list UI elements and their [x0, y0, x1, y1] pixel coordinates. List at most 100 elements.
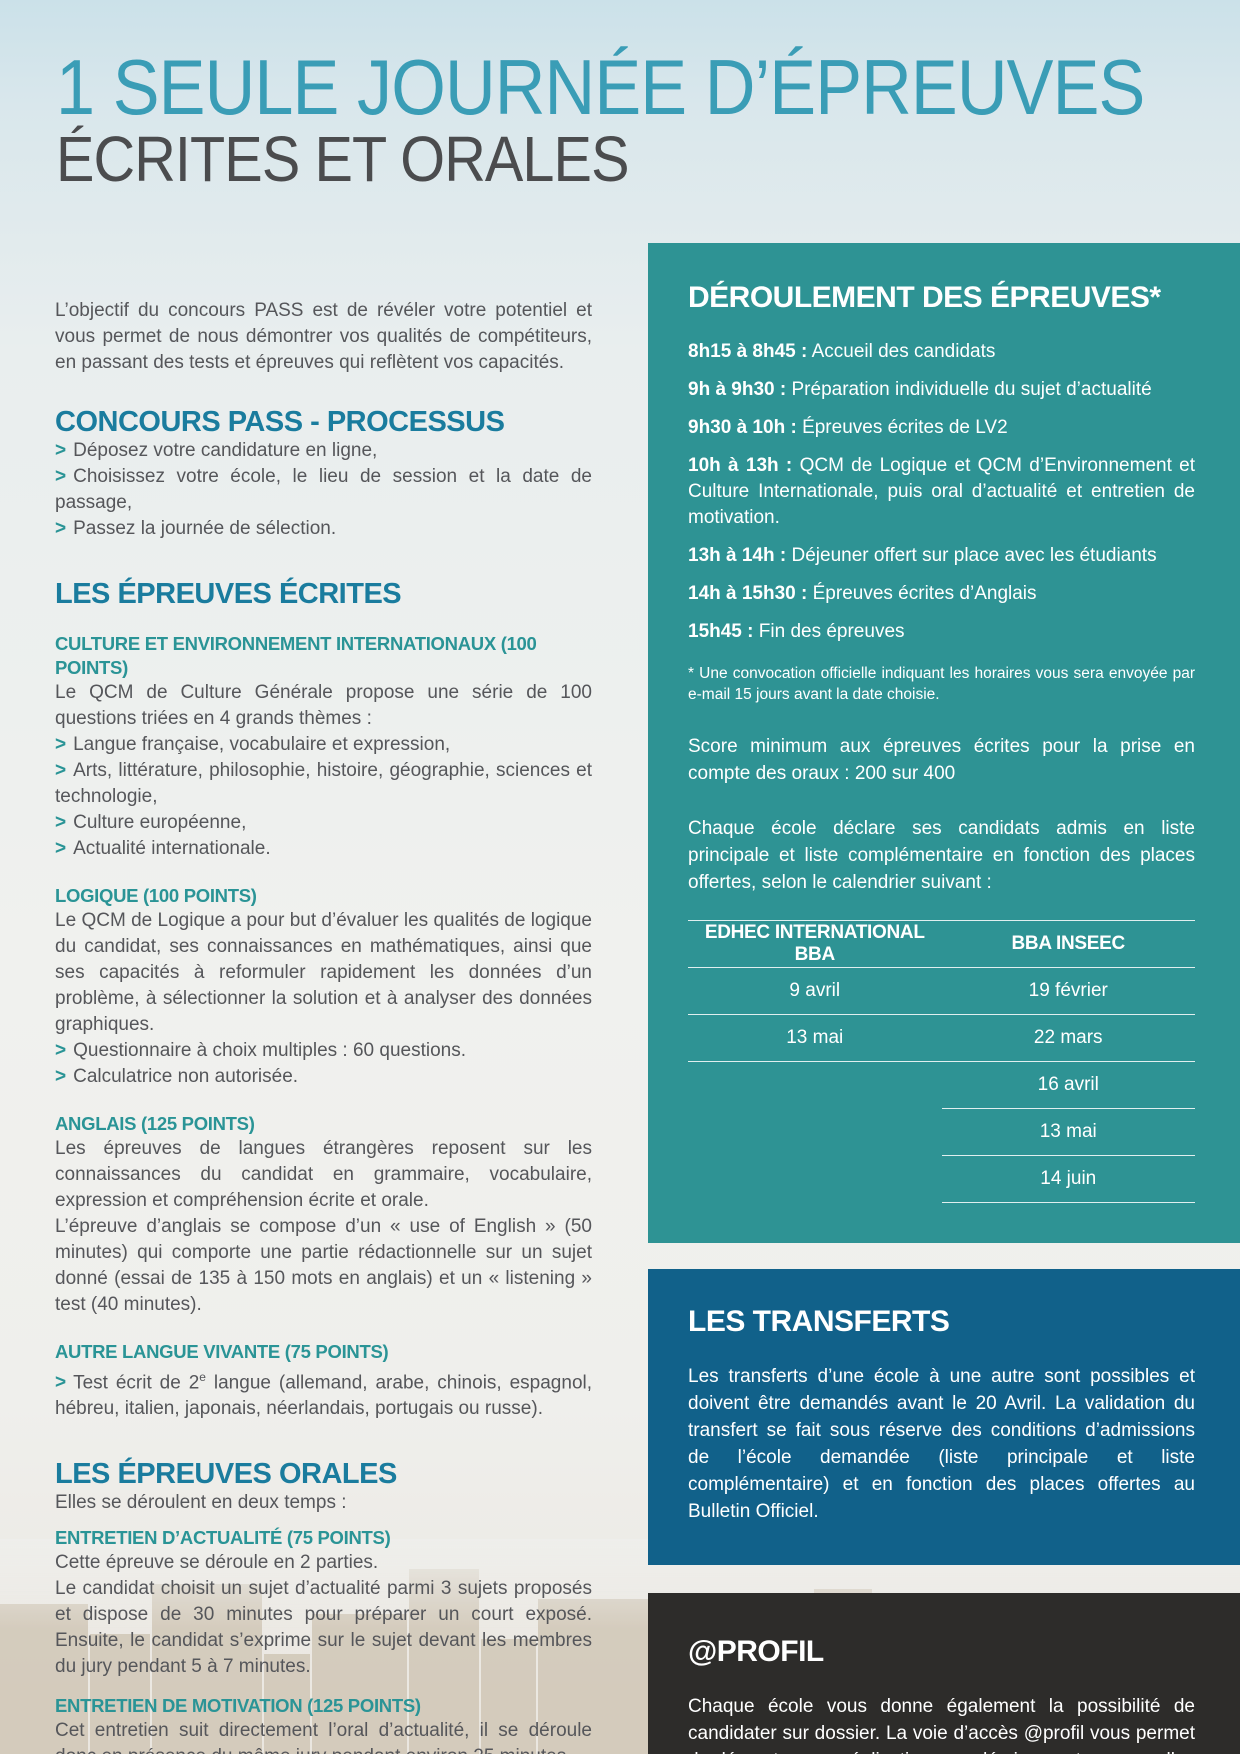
calendar-row: 14 juin [688, 1155, 1195, 1203]
schedule-time: 13h à 14h : [688, 545, 787, 566]
schedule-time: 10h à 13h : [688, 455, 793, 476]
schedule-text: Épreuves écrites de LV2 [802, 417, 1008, 438]
page-title-line1: 1 SEULE JOURNÉE D’ÉPREUVES [56, 43, 1145, 131]
subheading-logique: LOGIQUE (100 POINTS) [55, 885, 257, 906]
calendar-cell [688, 1062, 942, 1109]
bullet-marker: > [55, 838, 67, 859]
motivation-body: Cet entretien suit directement l’oral d’… [55, 1720, 592, 1754]
section-title-orales: LES ÉPREUVES ORALES [55, 1458, 397, 1491]
schedule-text: Fin des épreuves [758, 621, 905, 642]
calendar-row: 13 mai 22 mars [688, 1014, 1195, 1062]
actualite-body1: Cette épreuve se déroule en 2 parties. [55, 1552, 379, 1574]
anglais-body2: L’épreuve d’anglais se compose d’un « us… [55, 1216, 592, 1315]
transferts-title: LES TRANSFERTS [688, 1305, 950, 1338]
transferts-body: Les transferts d’une école à une autre s… [688, 1366, 1195, 1522]
calendar-cell: 16 avril [941, 1061, 1195, 1109]
calendar-cell: 22 mars [941, 1014, 1195, 1062]
subheading-lv2: AUTRE LANGUE VIVANTE (75 POINTS) [55, 1341, 389, 1362]
lv2-item-text: Test écrit de 2 [73, 1372, 200, 1394]
schedule-item: 8h15 à 8h45 : Accueil des candidats [688, 339, 1195, 365]
calendar-row: 16 avril [688, 1061, 1195, 1109]
bullet-marker: > [55, 440, 67, 461]
schedule-item: 9h à 9h30 : Préparation individuelle du … [688, 377, 1195, 403]
culture-item-text: Langue française, vocabulaire et express… [73, 734, 451, 755]
subheading-anglais: ANGLAIS (125 POINTS) [55, 1113, 255, 1134]
logique-item: > Calculatrice non autorisée. [55, 1064, 592, 1090]
logique-item-text: Questionnaire à choix multiples : 60 que… [73, 1040, 466, 1061]
calendar-row: 9 avril 19 février [688, 967, 1195, 1015]
process-item: > Choisissez votre école, le lieu de sess… [55, 464, 592, 516]
bullet-marker: > [55, 734, 67, 755]
schedule-time: 15h45 : [688, 621, 754, 642]
logique-item: > Questionnaire à choix multiples : 60 qu… [55, 1038, 592, 1064]
process-item: > Passez la journée de sélection. [55, 516, 592, 542]
building-shape [481, 1639, 536, 1754]
logique-item-text: Calculatrice non autorisée. [73, 1066, 299, 1087]
calendar-col-inseec: BBA INSEEC [941, 920, 1195, 968]
right-column: DÉROULEMENT DES ÉPREUVES* 8h15 à 8h45 : … [648, 243, 1240, 1754]
anglais-body1: Les épreuves de langues étrangères repos… [55, 1138, 592, 1211]
transferts-box: LES TRANSFERTS Les transferts d’une écol… [648, 1269, 1240, 1565]
calendar-cell: 13 mai [688, 1014, 942, 1062]
intro-paragraph: L’objectif du concours PASS est de révél… [55, 300, 592, 373]
building-shape [90, 1634, 150, 1754]
culture-item: > Langue française, vocabulaire et expres… [55, 732, 592, 758]
culture-item: > Arts, littérature, philosophie, histoir… [55, 758, 592, 810]
admission-calendar-table: EDHEC INTERNATIONAL BBA BBA INSEEC 9 avr… [688, 920, 1195, 1203]
calendar-cell: 13 mai [941, 1108, 1195, 1156]
schedule-item: 9h30 à 10h : Épreuves écrites de LV2 [688, 415, 1195, 441]
process-item: > Déposez votre candidature en ligne, [55, 438, 592, 464]
section-title-ecrites: LES ÉPREUVES ÉCRITES [55, 578, 402, 610]
bullet-marker: > [55, 1066, 67, 1087]
subheading-culture: CULTURE ET ENVIRONNEMENT INTERNATIONAUX … [55, 633, 537, 678]
bullet-marker: > [55, 1040, 67, 1061]
building-shape [312, 1614, 407, 1754]
lv2-item-text-2: langue (allemand, arabe, chinois, espagn… [55, 1372, 593, 1420]
subheading-motivation: ENTRETIEN DE MOTIVATION (125 POINTS) [55, 1695, 421, 1717]
culture-item: > Culture européenne, [55, 810, 592, 836]
schedule-text: Préparation individuelle du sujet d’actu… [791, 379, 1152, 400]
calendar-header-row: EDHEC INTERNATIONAL BBA BBA INSEEC [688, 920, 1195, 968]
schedule-text: Accueil des candidats [811, 341, 996, 362]
calendar-cell [688, 1156, 942, 1203]
schedule-time: 9h30 à 10h : [688, 417, 797, 438]
calendar-cell: 19 février [941, 967, 1195, 1015]
calendar-row: 13 mai [688, 1108, 1195, 1156]
lv2-item-superscript: e [199, 1370, 206, 1384]
bullet-marker: > [55, 760, 67, 781]
deroulement-box: DÉROULEMENT DES ÉPREUVES* 8h15 à 8h45 : … [648, 243, 1240, 1243]
calendar-intro: Chaque école déclare ses candidats admis… [688, 818, 1195, 893]
page-title-line2: ÉCRITES ET ORALES [56, 123, 629, 195]
schedule-item: 15h45 : Fin des épreuves [688, 619, 1195, 645]
calendar-cell: 14 juin [941, 1155, 1195, 1203]
bullet-marker: > [55, 812, 67, 833]
building-shape [0, 1604, 88, 1754]
lv2-item: > Test écrit de 2e langue (allemand, arab… [55, 1364, 592, 1422]
building-shape [264, 1654, 310, 1754]
culture-item-text: Actualité internationale. [73, 838, 271, 859]
culture-item-text: Arts, littérature, philosophie, histoire… [55, 760, 592, 807]
profil-body: Chaque école vous donne également la pos… [688, 1696, 1195, 1754]
left-column: L’objectif du concours PASS est de révél… [55, 298, 592, 1754]
schedule-text: Épreuves écrites d’Anglais [812, 583, 1037, 604]
bullet-marker: > [55, 1372, 67, 1394]
process-item-text: Choisissez votre école, le lieu de sessi… [55, 466, 592, 513]
deroulement-title: DÉROULEMENT DES ÉPREUVES* [688, 281, 1161, 314]
process-item-text: Passez la journée de sélection. [73, 518, 337, 539]
subheading-actualite: ENTRETIEN D’ACTUALITÉ (75 POINTS) [55, 1527, 391, 1549]
bullet-marker: > [55, 518, 67, 539]
calendar-cell [688, 1109, 942, 1156]
logique-body: Le QCM de Logique a pour but d’évaluer l… [55, 910, 592, 1035]
schedule-text: Déjeuner offert sur place avec les étudi… [791, 545, 1157, 566]
culture-item-text: Culture européenne, [73, 812, 247, 833]
schedule-item: 14h à 15h30 : Épreuves écrites d’Anglais [688, 581, 1195, 607]
convocation-note: * Une convocation officielle indiquant l… [688, 665, 1195, 703]
culture-body: Le QCM de Culture Générale propose une s… [55, 682, 592, 729]
calendar-cell: 9 avril [688, 967, 942, 1015]
schedule-time: 14h à 15h30 : [688, 583, 808, 604]
schedule-time: 9h à 9h30 : [688, 379, 787, 400]
section-title-processus: CONCOURS PASS - PROCESSUS [55, 406, 505, 438]
bullet-marker: > [55, 466, 67, 487]
profil-title: @PROFIL [688, 1635, 824, 1668]
